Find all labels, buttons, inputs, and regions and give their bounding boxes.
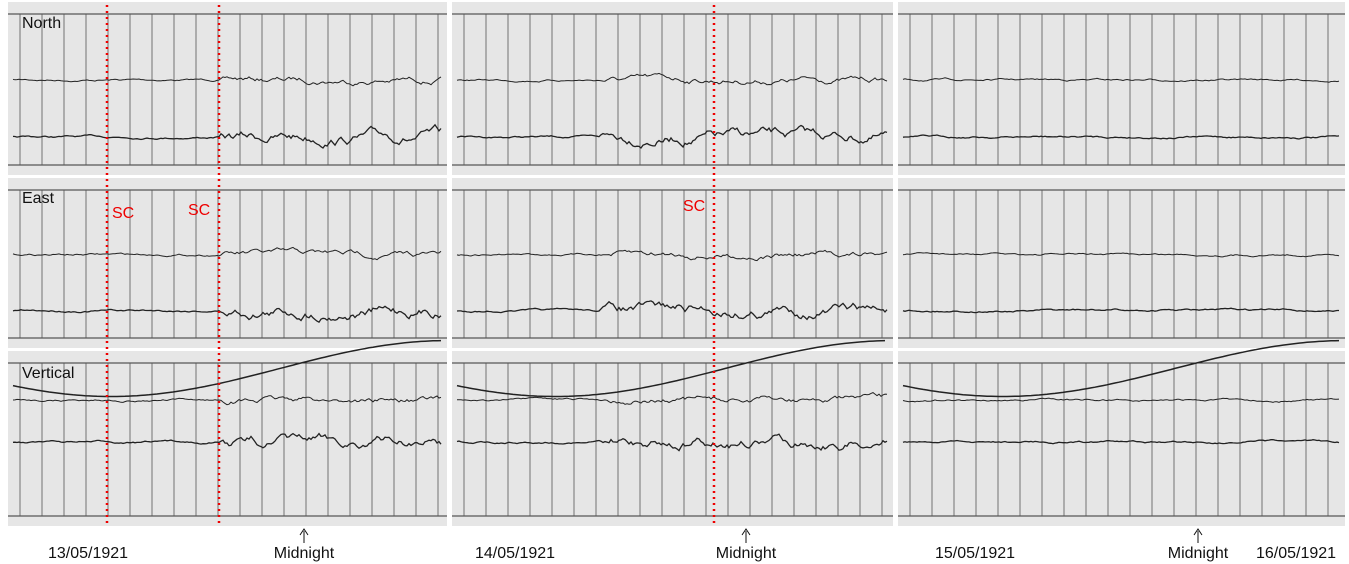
- midnight-label: Midnight: [1168, 545, 1229, 562]
- trace: [456, 300, 888, 321]
- trace: [456, 433, 888, 452]
- trace: [902, 438, 1340, 445]
- trace: [902, 397, 1340, 403]
- sheet: [8, 178, 447, 348]
- midnight-label: Midnight: [274, 545, 335, 562]
- sheet: [452, 178, 893, 348]
- sheet: [452, 2, 893, 175]
- trace: [12, 395, 442, 406]
- sheet: [898, 351, 1345, 526]
- midnight-arrows: [299, 528, 1203, 543]
- trace: [12, 246, 442, 261]
- sc-label: SC: [188, 202, 210, 219]
- baseline-curve: [12, 339, 442, 398]
- date-label: 16/05/1921: [1256, 545, 1336, 562]
- trace: [456, 124, 888, 149]
- sheet: [898, 2, 1345, 175]
- baseline-curve: [456, 339, 886, 398]
- date-label: 14/05/1921: [475, 545, 555, 562]
- sheet: [8, 2, 447, 175]
- row-label: North: [22, 15, 61, 32]
- midnight-label: Midnight: [716, 545, 777, 562]
- baseline-curve: [902, 339, 1340, 398]
- trace: [902, 307, 1339, 314]
- sc-markers: [105, 5, 716, 525]
- trace: [457, 392, 888, 405]
- date-label: 15/05/1921: [935, 545, 1015, 562]
- row-label: East: [22, 190, 55, 207]
- date-label: 13/05/1921: [48, 545, 128, 562]
- trace: [12, 76, 442, 87]
- trace: [902, 134, 1340, 140]
- arrow-head: [1193, 528, 1203, 536]
- sheet: [452, 351, 893, 526]
- arrow-head: [741, 528, 751, 536]
- trace: [12, 432, 442, 449]
- panels: [8, 2, 1345, 526]
- trace: [12, 305, 442, 324]
- sc-label: SC: [112, 205, 134, 222]
- sheet: [898, 178, 1345, 348]
- trace: [902, 77, 1340, 83]
- row-label: Vertical: [22, 365, 74, 382]
- sc-label: SC: [683, 198, 705, 215]
- trace: [12, 123, 442, 149]
- trace: [456, 249, 888, 262]
- trace: [456, 72, 888, 86]
- arrow-head: [299, 528, 309, 536]
- sheet: [8, 351, 447, 526]
- trace: [902, 252, 1340, 258]
